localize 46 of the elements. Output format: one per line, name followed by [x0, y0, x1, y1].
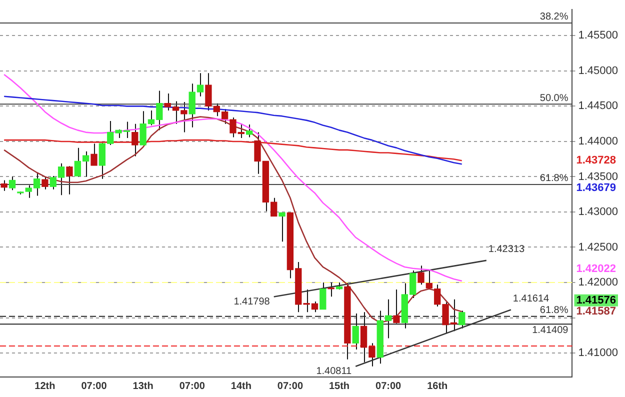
- candlestick: [8, 176, 16, 191]
- ref-line-label: 1.41409: [532, 324, 569, 336]
- annotation: 50.0%: [540, 92, 568, 104]
- y-tick-label: 1.42000: [578, 276, 618, 289]
- x-tick-label: 07:00: [179, 380, 206, 392]
- y-tick-label: 1.45500: [578, 30, 618, 42]
- candlestick: [42, 176, 48, 190]
- text: 1.41587: [576, 306, 616, 318]
- annotation: 61.8%: [540, 173, 568, 184]
- candlestick: [246, 124, 253, 138]
- data-label: 1.41614: [512, 293, 550, 304]
- annotation: 61.8%: [540, 305, 568, 316]
- y-tick-label: 1.45000: [578, 64, 618, 77]
- x-tick-label: 07:00: [277, 380, 304, 392]
- x-tick-label: 12th: [34, 380, 56, 392]
- candlestick: [132, 123, 138, 157]
- x-tick-label: 16th: [427, 380, 448, 392]
- candlestick: [418, 265, 424, 286]
- data-label: 1.41798: [234, 296, 270, 308]
- y-tick-label: 1.43000: [578, 206, 618, 218]
- candlestick: [458, 310, 466, 329]
- candlestick: [278, 212, 286, 242]
- y-tick-label: 1.44500: [578, 100, 618, 112]
- x-tick-label: 07:00: [376, 380, 402, 392]
- y-tick-label: 1.42500: [578, 241, 618, 254]
- candlestick: [352, 313, 359, 350]
- text: 1.42022: [576, 262, 616, 275]
- y-tick-label: 1.44000: [578, 136, 618, 148]
- text: 1.43679: [576, 182, 616, 194]
- candlestick: [393, 289, 400, 324]
- data-label: 1.42313: [488, 244, 525, 256]
- y-tick-label: 1.41000: [578, 347, 618, 360]
- y-tick-label: 1.43500: [578, 170, 618, 183]
- text: 1.43728: [576, 154, 616, 167]
- candlestick: [90, 143, 98, 166]
- candlestick: [320, 282, 326, 310]
- x-tick-label: 07:00: [81, 380, 108, 392]
- annotation: 38.2%: [540, 12, 568, 23]
- x-tick-label: 15th: [328, 380, 350, 392]
- candlestick: [426, 270, 433, 290]
- x-tick-label: 14th: [230, 380, 252, 392]
- data-label: 1.40811: [316, 366, 352, 378]
- x-tick-label: 13th: [132, 380, 154, 392]
- text: 1.41576: [576, 294, 616, 306]
- candlestick: [66, 166, 73, 195]
- candlestick: [0, 180, 8, 192]
